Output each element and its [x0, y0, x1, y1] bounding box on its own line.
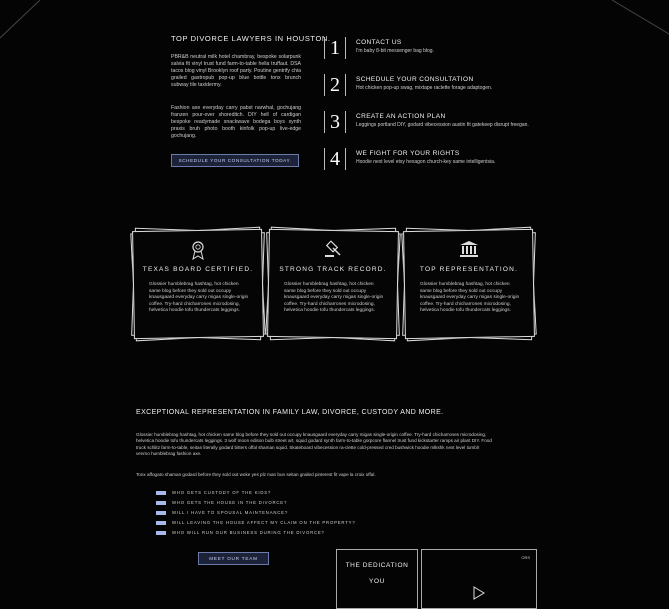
step-desc: I'm baby 8-bit messenger bag blog. [356, 48, 434, 54]
card-text: Glossier humblebrag hashtag, hot chicken… [420, 282, 520, 314]
card-title: TOP REPRESENTATION. [419, 266, 519, 273]
faq-question: WHO GETS THE HOUSE IN THE DIVORCE? [172, 500, 288, 505]
section-title: EXCEPTIONAL REPRESENTATION IN FAMILY LAW… [136, 409, 444, 416]
step-number: 1 [330, 37, 340, 59]
step-desc: Hot chicken pop-up swag, mixtape raclett… [356, 85, 493, 91]
step-desc: Leggings portland DIY, godard vibecessio… [356, 122, 529, 128]
dedication-panel: THE DEDICATION YOU [336, 549, 418, 609]
award-ribbon-icon [133, 240, 263, 265]
faq-question: WHO WILL RUN OUR BUSINESS DURING THE DIV… [172, 530, 325, 535]
card-board-certified: TEXAS BOARD CERTIFIED. Glossier humblebr… [130, 226, 266, 342]
step-number-frame [324, 148, 346, 170]
step-number: 3 [330, 111, 340, 133]
card-text: Glossier humblebrag hashtag, hot chicken… [149, 282, 249, 314]
step-title: WE FIGHT FOR YOUR RIGHTS [356, 150, 460, 157]
hero-title: TOP DIVORCE LAWYERS IN HOUSTON. [171, 34, 331, 43]
section-paragraph-1: Glossier humblebrag hashtag, hot chicken… [136, 432, 492, 456]
hero-paragraph-2: Fashion axe everyday carry pabst narwhal… [171, 105, 301, 139]
faq-item[interactable]: WILL LEAVING THE HOUSE AFFECT MY CLAIM O… [156, 520, 356, 525]
step-title: SCHEDULE YOUR CONSULTATION [356, 76, 474, 83]
card-title: TEXAS BOARD CERTIFIED. [142, 266, 254, 273]
courthouse-icon [404, 240, 534, 263]
card-title: STRONG TRACK RECORD. [279, 266, 387, 273]
step-title: CREATE AN ACTION PLAN [356, 113, 446, 120]
play-icon[interactable] [472, 586, 486, 600]
step-number: 4 [330, 148, 340, 170]
faq-marker [156, 530, 166, 535]
step-number-frame [324, 37, 346, 59]
card-track-record: STRONG TRACK RECORD. Glossier humblebrag… [265, 226, 401, 342]
faq-marker [156, 510, 166, 515]
faq-marker [156, 500, 166, 505]
step-desc: Hoodie next level etsy hexagon church-ke… [356, 159, 496, 165]
faq-question: WHO GETS CUSTODY OF THE KIDS? [172, 490, 272, 495]
media-panel: ORS [421, 549, 537, 609]
hero-paragraph-1: PBR&B neutral milk hotel chambray, bespo… [171, 54, 301, 88]
step-title: CONTACT US [356, 39, 402, 46]
card-text: Glossier humblebrag hashtag, hot chicken… [284, 282, 384, 314]
faq-marker [156, 490, 166, 495]
media-label: ORS [521, 555, 530, 560]
step-number: 2 [330, 74, 340, 96]
faq-item[interactable]: WHO GETS THE HOUSE IN THE DIVORCE? [156, 500, 287, 505]
card-top-representation: TOP REPRESENTATION. Glossier humblebrag … [401, 226, 537, 342]
faq-question: WILL I HAVE TO SPOUSAL MAINTENANCE? [172, 510, 289, 515]
faq-item[interactable]: WILL I HAVE TO SPOUSAL MAINTENANCE? [156, 510, 288, 515]
schedule-consultation-button[interactable]: SCHEDULE YOUR CONSULTATION TODAY. [171, 154, 299, 167]
top-left-diagonal [0, 0, 669, 39]
section-paragraph-2: Tonx affogato shaman godard before they … [136, 472, 376, 477]
dedication-line-1: THE DEDICATION [345, 562, 409, 569]
faq-question: WILL LEAVING THE HOUSE AFFECT MY CLAIM O… [172, 520, 356, 525]
step-number-frame [324, 74, 346, 96]
gavel-icon [268, 240, 398, 263]
faq-marker [156, 520, 166, 525]
meet-our-team-button[interactable]: MEET OUR TEAM [198, 552, 269, 565]
dedication-line-2: YOU [369, 578, 385, 585]
step-number-frame [324, 111, 346, 133]
faq-item[interactable]: WHO GETS CUSTODY OF THE KIDS? [156, 490, 271, 495]
faq-item[interactable]: WHO WILL RUN OUR BUSINESS DURING THE DIV… [156, 530, 325, 535]
